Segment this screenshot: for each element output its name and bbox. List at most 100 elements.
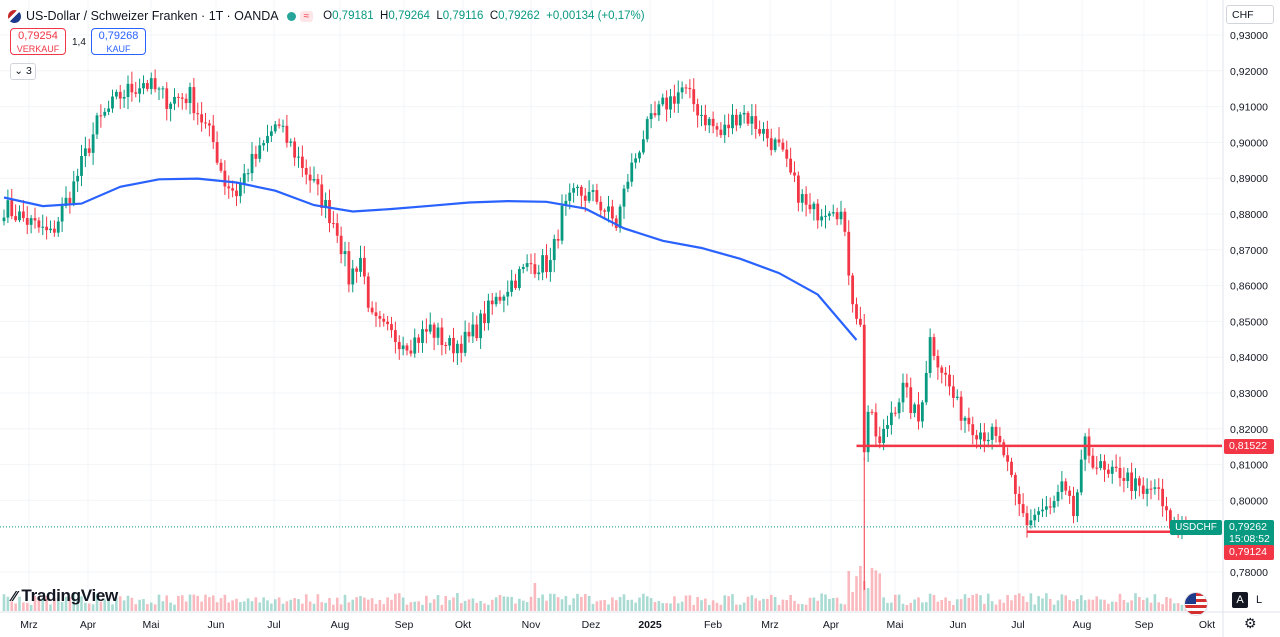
volume-bar — [227, 602, 231, 611]
candle-body — [951, 386, 955, 398]
candle-body — [1060, 481, 1064, 492]
volume-bar — [343, 594, 347, 611]
volume-bar — [1064, 595, 1068, 611]
candle-body — [641, 139, 645, 153]
candle-body — [1021, 504, 1025, 514]
volume-bar — [1068, 599, 1071, 611]
candle-body — [455, 343, 459, 354]
candle-body — [517, 269, 521, 289]
candle-body — [343, 251, 347, 255]
tradingview-logo[interactable]: ⁄⁄ TradingView — [12, 586, 118, 605]
candle-body — [548, 260, 552, 273]
volume-bar — [936, 601, 940, 611]
candle-body — [475, 324, 479, 339]
candle-body — [6, 200, 10, 218]
candle-body — [153, 78, 157, 90]
volume-bar — [521, 600, 525, 611]
candle-body — [41, 226, 45, 228]
candle-body — [897, 402, 901, 414]
volume-bar — [913, 599, 916, 611]
candle-body — [215, 142, 219, 163]
volume-bar — [506, 596, 510, 611]
volume-bar — [239, 602, 242, 611]
candle-body — [1068, 490, 1072, 496]
price-axis[interactable]: 0,93000 0,92000 0,91000 0,90000 0,89000 0,880… — [1222, 0, 1268, 637]
candle-body — [711, 118, 715, 127]
candle-body — [397, 341, 401, 350]
candle-body — [304, 167, 308, 175]
indicator-toggle-button[interactable]: ⌄ 3 — [10, 63, 36, 80]
candle-body — [684, 87, 688, 89]
candle-body — [843, 211, 847, 232]
candle-body — [335, 223, 339, 236]
candle-body — [424, 329, 428, 332]
volume-bar — [963, 594, 967, 611]
candle-body — [920, 402, 924, 422]
volume-bar — [273, 599, 277, 611]
candle-body — [56, 221, 60, 233]
volume-bar — [1153, 594, 1157, 611]
volume-bar — [750, 595, 754, 611]
candle-body — [382, 318, 386, 322]
candle-body — [370, 307, 374, 313]
us-flag-icon[interactable] — [1184, 592, 1208, 616]
candle-body — [746, 112, 750, 124]
candle-body — [700, 114, 703, 116]
volume-bar — [297, 599, 300, 611]
time-tick-label: Apr — [80, 619, 97, 631]
volume-bar — [68, 597, 72, 611]
volume-bar — [1072, 601, 1075, 611]
candle-body — [626, 181, 630, 189]
volume-bar — [1172, 603, 1176, 611]
volume-bar — [1045, 593, 1048, 611]
price-tick-label: 0,92000 — [1230, 66, 1268, 78]
volume-bar — [1060, 594, 1064, 611]
volume-bar — [142, 599, 145, 611]
log-scale-button[interactable]: L — [1256, 594, 1263, 606]
symbol-title[interactable]: US-Dollar / Schweizer Franken · 1T · OAN… — [26, 9, 279, 23]
auto-scale-button[interactable]: A — [1232, 592, 1248, 608]
candle-body — [723, 124, 727, 136]
candle-body — [200, 114, 204, 123]
candle-body — [444, 344, 448, 346]
volume-bar — [688, 595, 692, 611]
data-badge-icon: ≈ — [299, 10, 314, 22]
candle-body — [308, 174, 312, 181]
volume-bar — [184, 601, 188, 611]
volume-bar — [552, 593, 556, 611]
volume-bar — [587, 595, 591, 611]
candle-body — [603, 210, 607, 212]
volume-bar — [215, 602, 219, 611]
candle-body — [107, 108, 111, 112]
volume-bar — [289, 599, 293, 611]
volume-bar — [386, 597, 389, 611]
time-axis[interactable]: Mrz Apr Mai Jun Jul Aug Sep Okt Nov Dez 2025 Feb Mrz… — [0, 611, 1280, 631]
volume-bar — [409, 602, 413, 611]
candle-body — [390, 324, 393, 331]
currency-selector[interactable]: CHF — [1226, 5, 1274, 24]
candle-body — [331, 223, 335, 225]
candle-body — [986, 439, 990, 442]
price-tick-label: 0,88000 — [1230, 209, 1268, 221]
candle-body — [727, 124, 731, 129]
candle-body — [1141, 485, 1145, 494]
volume-bar — [649, 598, 653, 611]
candle-body — [409, 350, 413, 354]
volume-bar — [560, 599, 564, 611]
volume-bar — [405, 604, 409, 611]
volume-bar — [444, 596, 448, 611]
volume-bar — [165, 595, 169, 611]
volume-bar — [219, 598, 223, 611]
gear-icon[interactable]: ⚙ — [1244, 615, 1257, 631]
candle-body — [672, 96, 676, 104]
volume-bar — [866, 588, 870, 611]
candle-body — [715, 126, 719, 130]
volume-bar — [769, 594, 773, 611]
candle-body — [227, 186, 231, 189]
sell-button[interactable]: 0,79254 VERKAUF — [10, 28, 66, 55]
volume-bar — [1103, 599, 1106, 611]
candle-body — [1118, 467, 1122, 479]
buy-button[interactable]: 0,79268 KAUF — [91, 28, 146, 55]
volume-bar — [1122, 599, 1126, 611]
